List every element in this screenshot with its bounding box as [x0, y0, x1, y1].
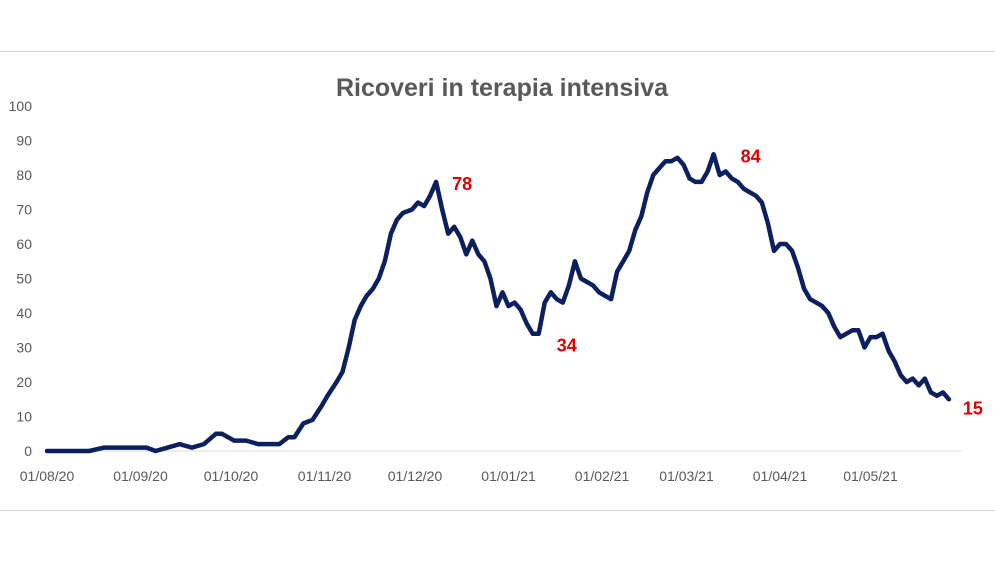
y-tick-label: 10: [16, 409, 32, 425]
x-tick-label: 01/01/21: [481, 468, 536, 484]
y-tick-label: 20: [16, 374, 32, 390]
x-tick-label: 01/12/20: [388, 468, 443, 484]
y-tick-label: 0: [24, 443, 32, 459]
annotation-label: 84: [741, 146, 761, 166]
y-tick-label: 100: [9, 98, 33, 114]
annotation-label: 15: [963, 398, 983, 418]
x-tick-label: 01/05/21: [843, 468, 898, 484]
x-tick-label: 01/02/21: [575, 468, 630, 484]
x-tick-label: 01/10/20: [204, 468, 259, 484]
x-tick-label: 01/08/20: [20, 468, 75, 484]
annotation-label: 34: [557, 336, 577, 356]
x-tick-label: 01/03/21: [659, 468, 714, 484]
x-tick-label: 01/09/20: [113, 468, 168, 484]
y-tick-label: 70: [16, 202, 32, 218]
annotations: 78 34 84 15: [452, 146, 983, 418]
series-layer: [44, 152, 952, 454]
top-divider: [0, 51, 995, 52]
y-tick-label: 60: [16, 236, 32, 252]
bottom-divider: [0, 510, 995, 511]
x-axis: 01/08/20 01/09/20 01/10/20 01/11/20 01/12/20…: [20, 468, 898, 484]
y-tick-label: 50: [16, 271, 32, 287]
chart-title: Ricoveri in terapia intensiva: [336, 74, 669, 102]
y-tick-label: 40: [16, 305, 32, 321]
annotation-label: 78: [452, 174, 472, 194]
y-tick-label: 80: [16, 167, 32, 183]
x-tick-label: 01/11/20: [298, 468, 352, 484]
y-tick-label: 30: [16, 340, 32, 356]
y-tick-label: 90: [16, 133, 32, 149]
series-line: [44, 152, 952, 454]
y-axis: 0 10 20 30 40 50 60 70 80 90 100: [9, 98, 33, 459]
x-tick-label: 01/04/21: [753, 468, 808, 484]
